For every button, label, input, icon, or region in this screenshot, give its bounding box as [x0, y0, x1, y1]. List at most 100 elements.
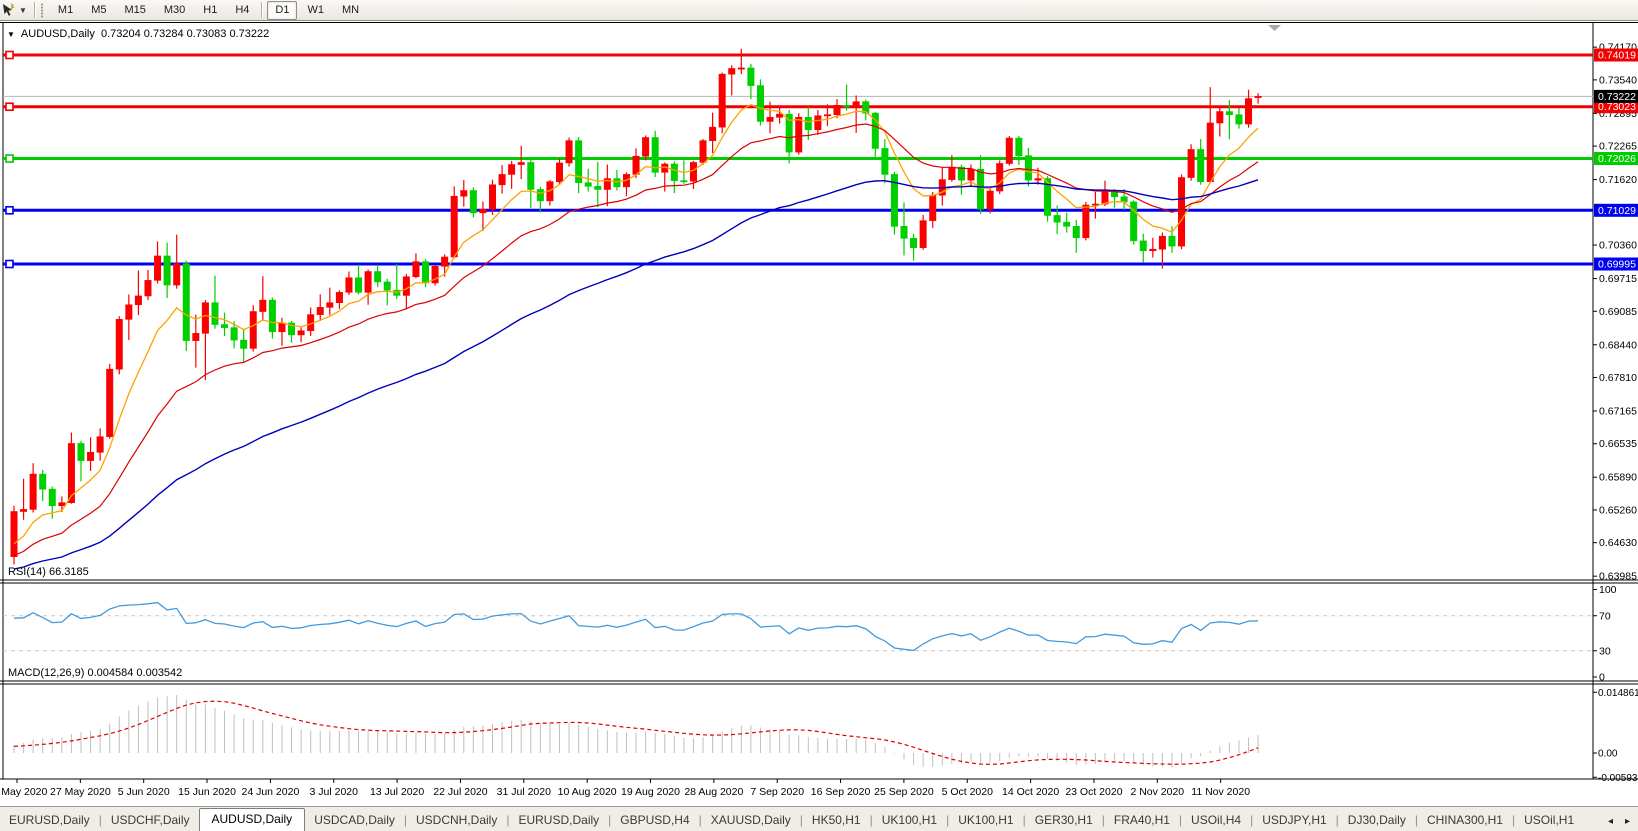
date-tick-label: 7 Sep 2020 [750, 786, 804, 798]
timeframe-button-h4[interactable]: H4 [235, 3, 250, 16]
timeframe-button-m15[interactable]: M15 [124, 3, 146, 16]
macd-scale-label: 0.014861 [1598, 688, 1638, 699]
moving-average-medium [13, 123, 1259, 557]
date-tick-label: 19 Aug 2020 [621, 786, 680, 798]
line-price-label: 0.74019 [1598, 50, 1636, 62]
current-price-box [1594, 89, 1638, 103]
tab-separator: | [98, 813, 102, 827]
toolbar-separator [33, 2, 36, 18]
timeframe-button-m1[interactable]: M1 [57, 3, 74, 16]
rsi-scale-label: 100 [1599, 584, 1617, 596]
cursor-tool-icon[interactable] [1, 2, 17, 18]
price-tick-label: 0.70360 [1599, 240, 1637, 252]
tab-separator: | [1022, 813, 1026, 827]
timeframe-button-w1[interactable]: W1 [307, 3, 324, 16]
timeframe-button-h1[interactable]: H1 [203, 3, 218, 16]
moving-average-slow [13, 179, 1259, 570]
tab-scroll-right-icon[interactable]: ▸ [1624, 816, 1630, 827]
chart-title-dropdown-icon[interactable]: ▼ [7, 29, 15, 39]
line-anchor-marker[interactable] [5, 206, 14, 215]
symbol-tab-usoil-h4[interactable]: USOil,H4 [1191, 813, 1242, 827]
line-price-box [1594, 48, 1638, 62]
date-tick-label: 27 May 2020 [50, 786, 111, 798]
symbol-tab-uk100-h1[interactable]: UK100,H1 [958, 813, 1014, 827]
indicator-scales: 100 70 30 0 0.014861 0.00 -0.005938 [1593, 584, 1638, 784]
date-tick-label: 2 Nov 2020 [1130, 786, 1184, 798]
rsi-line [13, 601, 1259, 652]
tab-separator: | [698, 813, 702, 827]
symbol-tab-eurusd-daily[interactable]: EURUSD,Daily [518, 813, 600, 827]
macd-scale-label: 0.00 [1598, 749, 1618, 760]
line-anchor-marker[interactable] [5, 50, 14, 60]
cursor-tool-dropdown-icon[interactable]: ▼ [19, 5, 27, 15]
date-tick-label: 22 Jul 2020 [433, 786, 487, 798]
timeframe-button-m5[interactable]: M5 [91, 3, 107, 16]
price-tick-label: 0.68440 [1599, 339, 1637, 351]
timeframe-button-d1[interactable]: D1 [267, 0, 298, 20]
symbol-tab-usdcnh-daily[interactable]: USDCNH,Daily [416, 813, 498, 827]
price-tick-label: 0.64630 [1599, 537, 1637, 549]
chart-window[interactable]: 0.74170 0.73540 0.72895 0.72265 0.71620 0.703… [0, 21, 1638, 806]
price-tick-label: 0.63985 [1599, 571, 1637, 583]
tab-separator: | [946, 813, 950, 827]
date-tick-label: 16 Sep 2020 [811, 786, 871, 798]
date-tick-label: 13 Jul 2020 [370, 786, 424, 798]
symbol-tab-bar: EURUSD,Daily | USDCHF,Daily AUDUSD,Daily USD… [0, 806, 1638, 831]
symbol-tab-xauusd-daily[interactable]: XAUUSD,Daily [710, 813, 791, 827]
symbol-tab-uk100-h1[interactable]: UK100,H1 [881, 813, 938, 827]
symbol-tab-gbpusd-h4[interactable]: GBPUSD,H4 [620, 813, 690, 827]
macd-histogram [13, 695, 1259, 768]
chart-canvas[interactable]: 0.741700.735400.728950.722650.716200.703… [0, 21, 1638, 806]
macd-scale-label: -0.005938 [1598, 773, 1638, 784]
line-price-label: 0.71029 [1598, 205, 1636, 217]
symbol-tab-usdjpy-h1[interactable]: USDJPY,H1 [1262, 813, 1327, 827]
date-tick-label: 25 Sep 2020 [874, 786, 934, 798]
line-price-box [1594, 100, 1638, 114]
date-tick-label: 10 Aug 2020 [558, 786, 617, 798]
symbol-tab-usoil-h1[interactable]: USOil,H1 [1524, 813, 1575, 827]
price-tick-label: 0.67810 [1599, 372, 1637, 384]
price-axis: 0.741700.735400.728950.722650.716200.703… [1593, 42, 1637, 583]
current-price-label: 0.73222 [1598, 91, 1636, 103]
symbol-tab-usdchf-daily[interactable]: USDCHF,Daily [110, 813, 190, 827]
macd-signal-line [13, 700, 1259, 766]
candles[interactable] [10, 48, 1262, 565]
tab-separator: | [1335, 813, 1339, 827]
toolbar: ▼ M1 M5 M15 M30 H1 H4 D1 W1 MN [0, 0, 1638, 21]
symbol-tab-usdcad-daily[interactable]: USDCAD,Daily [314, 813, 395, 827]
symbol-tab-eurusd-daily[interactable]: EURUSD,Daily [9, 813, 90, 827]
toolbar-separator [261, 2, 264, 18]
line-price-box [1594, 257, 1638, 271]
line-anchor-marker[interactable] [5, 259, 14, 269]
price-tick-label: 0.65260 [1599, 504, 1637, 516]
timeframe-button-m30[interactable]: M30 [163, 3, 186, 16]
tab-separator: | [1250, 813, 1254, 827]
symbol-tab-ger30-h1[interactable]: GER30,H1 [1034, 813, 1093, 827]
tab-separator: | [1178, 813, 1183, 827]
symbol-tab-fra40-h1[interactable]: FRA40,H1 [1113, 813, 1170, 827]
line-anchor-marker[interactable] [5, 154, 14, 163]
chart-title: ▼ AUDUSD,Daily 0.73204 0.73284 0.73083 0… [7, 28, 269, 40]
line-price-box [1594, 203, 1638, 217]
symbol-tab-dj30-daily[interactable]: DJ30,Daily [1347, 813, 1406, 827]
timeframe-button-mn[interactable]: MN [341, 3, 360, 16]
date-tick-label: 15 Jun 2020 [178, 786, 236, 798]
rsi-indicator-label: RSI(14) 66.3185 [8, 566, 89, 578]
tab-separator: | [403, 813, 407, 827]
chart-shift-marker-icon[interactable] [1268, 25, 1281, 31]
price-tick-label: 0.66535 [1599, 438, 1637, 450]
rsi-scale-label: 0 [1599, 672, 1605, 684]
tab-separator: | [1414, 813, 1418, 827]
price-tick-label: 0.69085 [1599, 306, 1637, 318]
symbol-tab-audusd-daily[interactable]: AUDUSD,Daily [198, 808, 306, 831]
line-price-label: 0.73023 [1598, 101, 1636, 113]
price-tick-label: 0.69715 [1599, 273, 1637, 285]
line-anchor-marker[interactable] [5, 102, 14, 112]
symbol-tab-hk50-h1[interactable]: HK50,H1 [811, 813, 861, 827]
price-tick-label: 0.72265 [1599, 141, 1637, 153]
tab-scroll-left-icon[interactable]: ◂ [1607, 816, 1613, 827]
date-tick-label: 11 Nov 2020 [1191, 786, 1250, 798]
toolbar-drag-grip[interactable] [39, 2, 45, 18]
symbol-tab-china300-h1[interactable]: CHINA300,H1 [1426, 813, 1503, 827]
date-tick-label: 23 Oct 2020 [1065, 786, 1122, 798]
